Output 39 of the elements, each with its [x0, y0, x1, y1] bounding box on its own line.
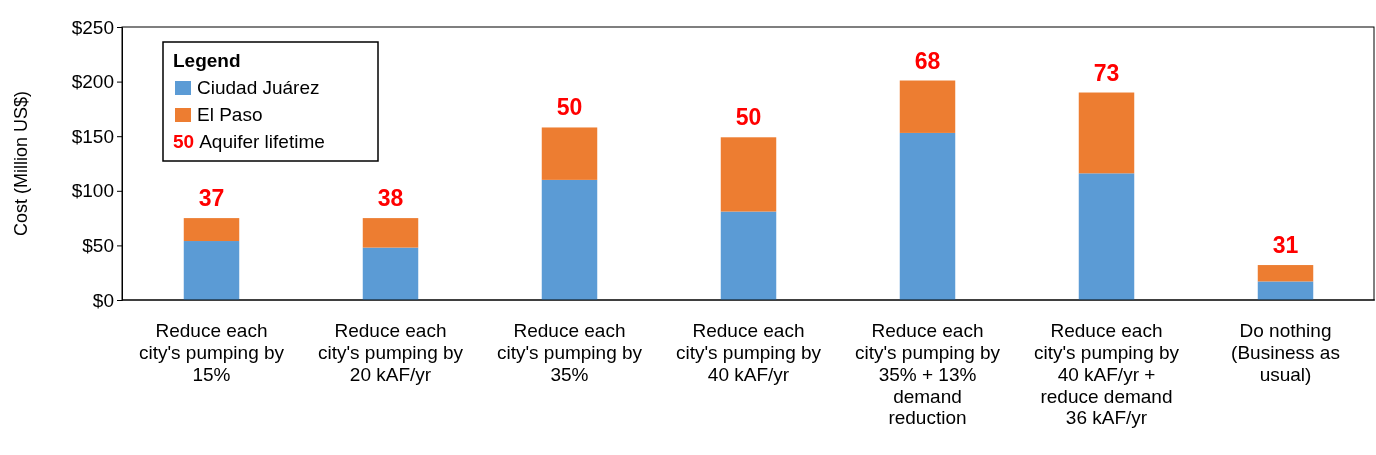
annotation: 73 [1093, 59, 1120, 86]
y-tick-label: $150 [71, 125, 114, 147]
annotation: 37 [198, 185, 225, 212]
bar [1078, 173, 1135, 300]
x-tick-label: Reduce each city's pumping by 15% [138, 320, 285, 385]
bar [183, 241, 240, 300]
y-tick-label: $0 [92, 289, 114, 311]
annotation: 68 [914, 47, 941, 74]
annotation: 50 [735, 104, 762, 131]
bar [541, 179, 598, 300]
bar [183, 218, 240, 242]
y-tick-label: $100 [71, 180, 114, 202]
annotation: 50 [556, 94, 583, 121]
bar [362, 218, 419, 248]
y-tick-label: $200 [71, 71, 114, 93]
x-tick-label: Reduce each city's pumping by 20 kAF/yr [317, 320, 464, 385]
x-tick-label: Reduce each city's pumping by 40 kAF/yr + reduce demand 36 kAF/yr [1033, 320, 1180, 429]
x-tick-label: Reduce each city's pumping by 35% + 13% demand reduction [854, 320, 1001, 429]
bar [362, 247, 419, 300]
bar [720, 211, 777, 300]
bar [720, 137, 777, 212]
bar [1257, 281, 1314, 300]
bar [1078, 92, 1135, 174]
x-tick-label: Reduce each city's pumping by 40 kAF/yr [675, 320, 822, 385]
y-tick-label: $250 [71, 16, 114, 38]
legend-title: Legend [173, 50, 241, 71]
bar [541, 127, 598, 180]
bar [899, 80, 956, 133]
annotation: 38 [377, 185, 404, 212]
legend-label: Ciudad Juárez [197, 77, 320, 98]
annotation: 31 [1272, 232, 1299, 259]
bar [1257, 265, 1314, 282]
y-tick-label: $50 [82, 234, 114, 256]
bar [899, 132, 956, 300]
x-tick-label: Do nothing (Business as usual) [1231, 320, 1340, 385]
annotation: 50 Aquifer lifetime [173, 131, 325, 152]
y-axis-title: Cost (Million US$) [11, 90, 31, 237]
x-tick-label: Reduce each city's pumping by 35% [496, 320, 643, 385]
legend-label: El Paso [197, 104, 263, 125]
